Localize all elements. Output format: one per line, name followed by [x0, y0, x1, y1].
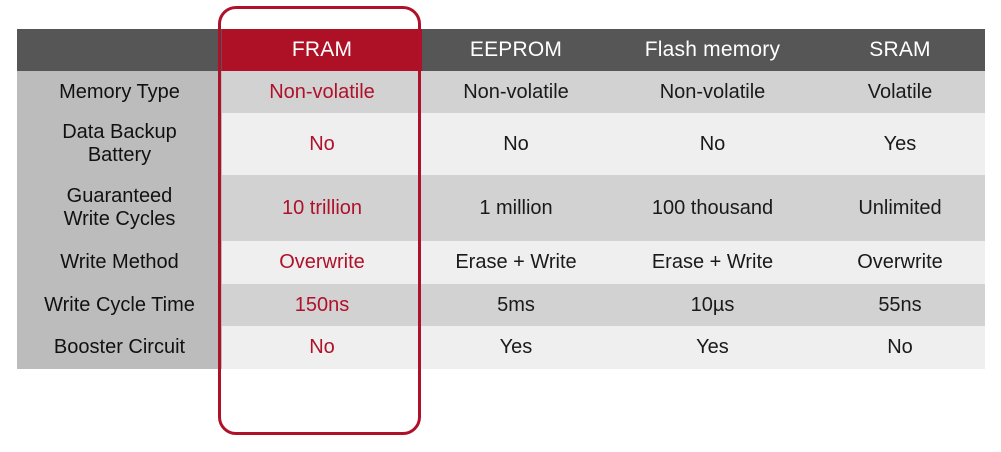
row-label-line: Booster Circuit	[53, 336, 186, 358]
cell-sram-write-cycle-time: 55ns	[815, 284, 985, 326]
row-label-data-backup-battery: Data Backup Battery	[17, 113, 222, 175]
header-cell-blank	[17, 29, 222, 71]
row-label-line: Write Method	[60, 251, 179, 273]
cell-flash-memory-type: Non-volatile	[610, 71, 815, 113]
cell-eeprom-memory-type: Non-volatile	[422, 71, 610, 113]
cell-sram-data-backup-battery: Yes	[815, 113, 985, 175]
row-label-line: Write Cycles	[63, 208, 176, 230]
row-label-line: Battery	[87, 144, 152, 166]
cell-sram-booster-circuit: No	[815, 326, 985, 369]
cell-eeprom-booster-circuit: Yes	[422, 326, 610, 369]
cell-sram-memory-type: Volatile	[815, 71, 985, 113]
table-row: Data Backup Battery No No No Yes	[17, 113, 985, 175]
row-label-booster-circuit: Booster Circuit	[17, 326, 222, 369]
row-label-guaranteed-write-cycles: Guaranteed Write Cycles	[17, 175, 222, 241]
row-label-line: Guaranteed	[66, 185, 173, 207]
cell-flash-booster-circuit: Yes	[610, 326, 815, 369]
header-cell-flash-memory: Flash memory	[610, 29, 815, 71]
row-label-write-cycle-time: Write Cycle Time	[17, 284, 222, 326]
cell-sram-write-method: Overwrite	[815, 241, 985, 284]
row-label-line: Write Cycle Time	[44, 293, 195, 316]
cell-eeprom-write-method: Erase + Write	[422, 241, 610, 284]
row-label-line: Data Backup	[62, 121, 177, 143]
cell-eeprom-data-backup-battery: No	[422, 113, 610, 175]
table-row: Write Method Overwrite Erase + Write Era…	[17, 241, 985, 284]
cell-sram-guaranteed-write-cycles: Unlimited	[815, 175, 985, 241]
cell-eeprom-guaranteed-write-cycles: 1 million	[422, 175, 610, 241]
memory-comparison-table: FRAM EEPROM Flash memory SRAM Memory Typ…	[17, 29, 985, 369]
row-label-write-method: Write Method	[17, 241, 222, 284]
table-row: Guaranteed Write Cycles 10 trillion 1 mi…	[17, 175, 985, 241]
cell-flash-data-backup-battery: No	[610, 113, 815, 175]
cell-fram-memory-type: Non-volatile	[222, 71, 422, 113]
row-label-line: Memory Type	[59, 80, 180, 103]
table-row: Booster Circuit No Yes Yes No	[17, 326, 985, 369]
cell-fram-data-backup-battery: No	[222, 113, 422, 175]
table-row: Memory Type Non-volatile Non-volatile No…	[17, 71, 985, 113]
cell-flash-guaranteed-write-cycles: 100 thousand	[610, 175, 815, 241]
cell-eeprom-write-cycle-time: 5ms	[422, 284, 610, 326]
header-cell-sram: SRAM	[815, 29, 985, 71]
header-cell-fram: FRAM	[222, 29, 422, 71]
table-header-row: FRAM EEPROM Flash memory SRAM	[17, 29, 985, 71]
cell-fram-write-cycle-time: 150ns	[222, 284, 422, 326]
cell-fram-guaranteed-write-cycles: 10 trillion	[222, 175, 422, 241]
cell-flash-write-cycle-time: 10µs	[610, 284, 815, 326]
row-label-memory-type: Memory Type	[17, 71, 222, 113]
table-row: Write Cycle Time 150ns 5ms 10µs 55ns	[17, 284, 985, 326]
cell-fram-booster-circuit: No	[222, 326, 422, 369]
header-cell-eeprom: EEPROM	[422, 29, 610, 71]
cell-flash-write-method: Erase + Write	[610, 241, 815, 284]
cell-fram-write-method: Overwrite	[222, 241, 422, 284]
